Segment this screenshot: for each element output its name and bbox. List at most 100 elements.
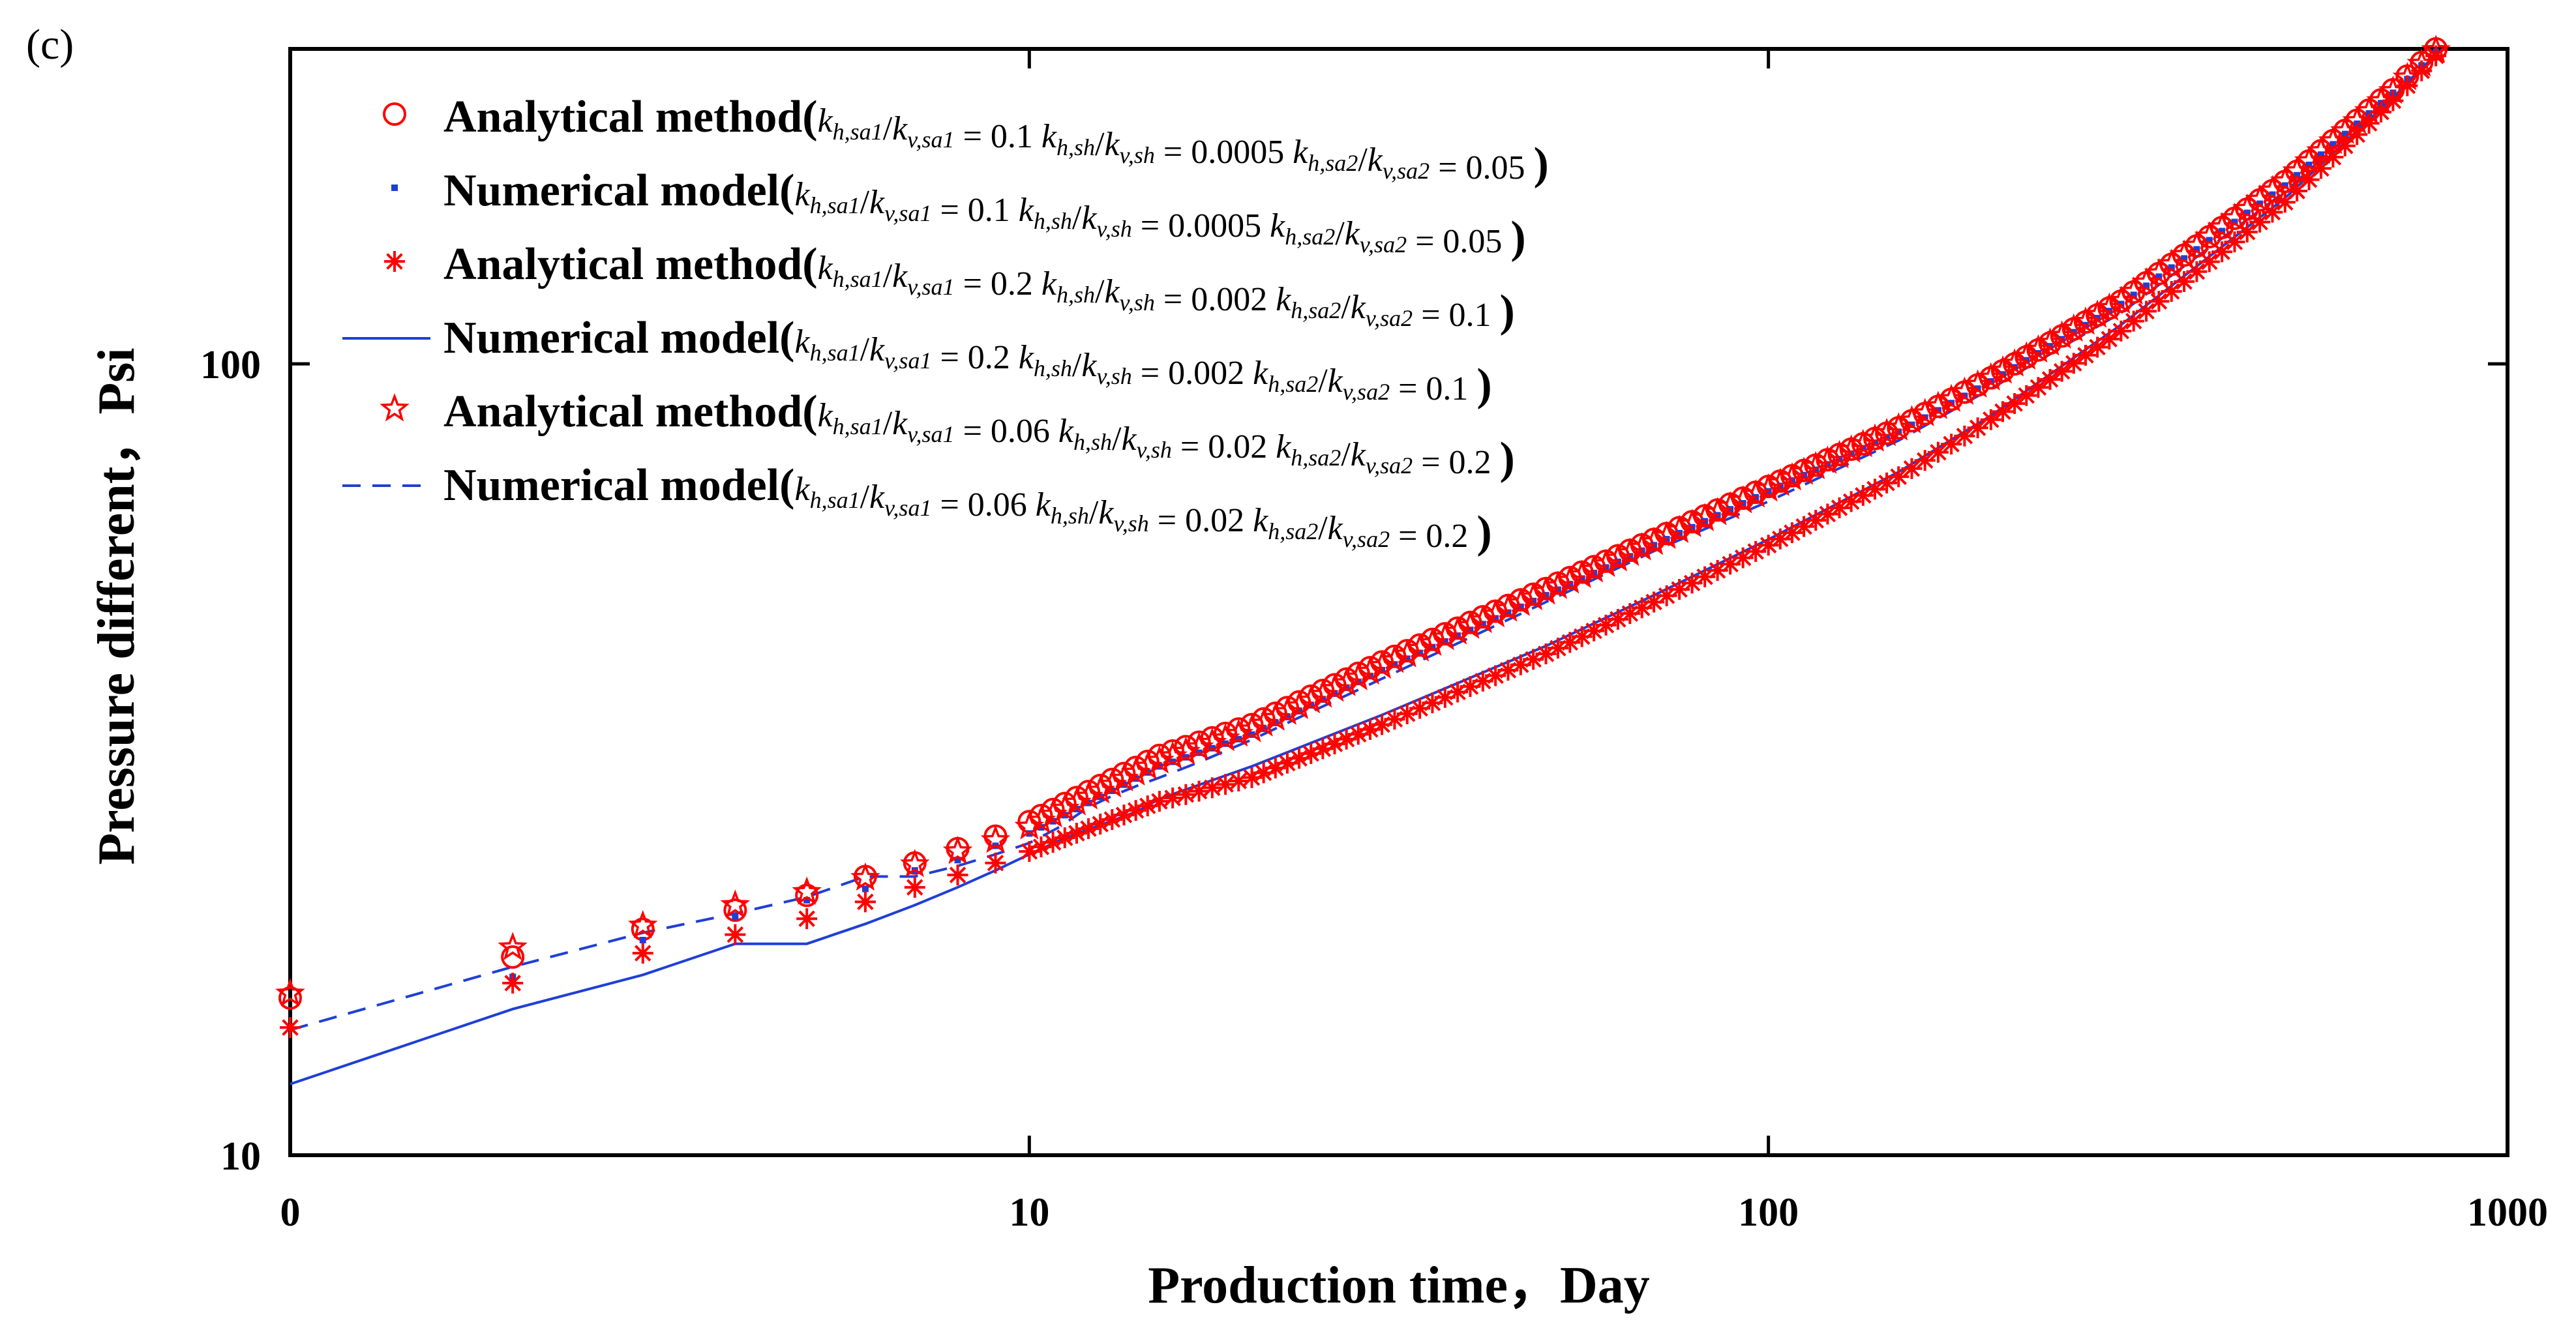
legend-label: Analytical method(kh,sa1/kv,sa1 = 0.1 kh… [443,92,1549,189]
data-point [1579,554,1609,583]
data-point [947,864,968,886]
data-point [1223,718,1254,747]
data-point [1175,784,1197,805]
data-point [1405,633,1435,662]
data-point [2004,393,2026,415]
data-point [2181,255,2188,262]
data-point [1836,434,1866,463]
data-point [2207,211,2237,241]
data-point [1876,472,1898,494]
y-tick-label: 10 [220,1134,261,1179]
data-point [275,978,305,1007]
data-point [2011,341,2041,370]
data-point [1479,621,1486,628]
data-point [502,972,524,994]
data-point [1467,626,1474,634]
data-point [1543,570,1573,599]
legend-entry: Numerical model(kh,sa1/kv,sa1 = 0.2 kh,s… [342,313,1492,410]
data-point [1236,714,1267,743]
data-point [1184,731,1214,760]
data-point [1542,592,1550,599]
data-point [1765,467,1795,496]
legend-label: Numerical model(kh,sa1/kv,sa1 = 0.06 kh,… [443,460,1492,557]
data-point [980,824,1011,853]
data-point [278,986,302,1010]
data-point [2155,273,2163,280]
data-point [1026,805,1056,834]
data-point [803,896,811,904]
data-point [1343,662,1373,690]
data-point [1492,615,1499,622]
data-point [1555,565,1585,594]
data-point [1019,841,1040,862]
data-point [1664,514,1694,544]
data-point [1976,362,2006,391]
data-point [795,883,819,907]
data-point [2174,271,2195,292]
data-point [1848,428,1878,458]
data-point [2243,209,2251,216]
data-point [1272,696,1302,725]
data-point [2131,267,2161,296]
data-point [2016,385,2037,406]
data-point [2136,301,2157,322]
data-point [1201,777,1223,799]
data-point [1927,441,1949,463]
data-point [2256,200,2264,207]
data-point [1602,564,1610,571]
data-point [1228,771,1250,792]
data-point [1026,830,1033,837]
data-point [2169,239,2199,268]
data-point [2219,228,2226,235]
data-point [1715,491,1745,520]
data-point [1417,627,1448,656]
data-point [2161,281,2182,302]
data-point [1430,622,1460,651]
data-point [1392,639,1422,668]
data-point [1974,385,1981,392]
data-point [2106,286,2136,314]
data-point [1480,598,1510,628]
data-point [942,836,973,864]
data-point [2249,211,2271,233]
data-point [854,891,876,913]
data-point [1677,508,1707,537]
data-point [1651,520,1682,550]
x-tick-label: 10 [1009,1190,1049,1235]
data-point [1014,811,1045,840]
data-point [1941,434,1962,455]
data-point [1888,466,1910,488]
data-point [1197,727,1227,756]
data-point [723,898,747,922]
data-point [1793,516,1815,537]
y-axis-label: Pressure different，Psi [88,347,145,864]
data-point [1162,787,1184,808]
data-point [2144,258,2174,286]
data-point [1789,456,1819,485]
data-point [1872,417,1902,447]
data-point [1859,445,1866,452]
data-point [904,877,925,898]
data-point [2071,306,2101,335]
data-point [1443,616,1473,645]
data-point [1210,722,1240,752]
panel-label: (c) [26,21,74,68]
data-point [1158,741,1188,769]
data-point [1319,673,1350,702]
data-point [1566,559,1597,588]
data-point [850,862,880,891]
data-point [1967,417,1988,439]
data-point [1455,610,1486,639]
legend-entry: Analytical method(kh,sa1/kv,sa1 = 0.2 kh… [384,239,1515,336]
data-point [1188,780,1210,802]
data-point [1980,409,2001,430]
data-point [1038,799,1068,828]
legend-entry: Numerical model(kh,sa1/kv,sa1 = 0.1 kh,s… [391,166,1526,263]
data-point [1260,702,1291,731]
data-point [1467,604,1498,634]
data-point [1591,569,1598,576]
data-point [1148,791,1170,812]
data-point [280,1017,301,1039]
data-point [2087,336,2108,358]
data-point [2193,246,2200,253]
